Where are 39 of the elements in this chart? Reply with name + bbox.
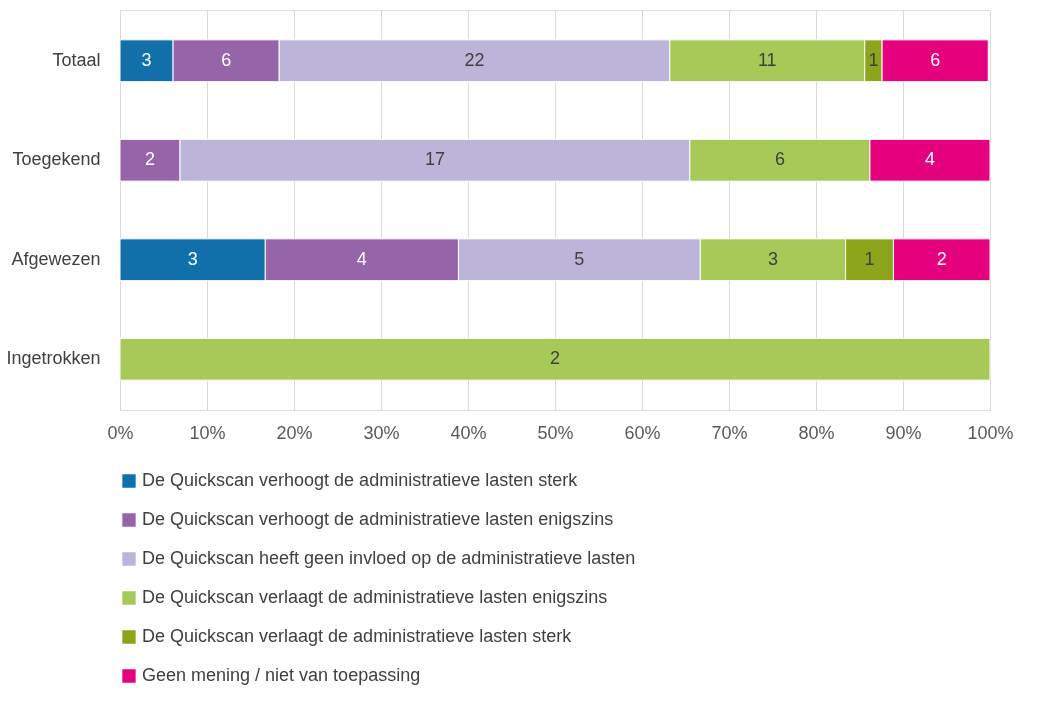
annotation: 17 [424,149,445,170]
x-tick-label: 80% [798,422,835,443]
annotation: 2 [936,248,947,269]
legend-label: De Quickscan verlaagt de administratieve lasten sterk [142,626,573,646]
annotation: 6 [930,49,941,70]
x-tick-label: 60% [624,422,661,443]
y-tick-label: Afgewezen [11,248,101,269]
x-tick-label: 40% [450,422,487,443]
x-tick-label: 50% [537,422,574,443]
x-tick-label: 0% [107,422,134,443]
annotation: 4 [356,248,367,269]
annotation: 4 [924,149,935,170]
x-tick-label: 10% [189,422,226,443]
x-tick-label: 20% [276,422,313,443]
annotation: 1 [868,49,879,70]
annotation: 11 [757,49,777,70]
annotation: 1 [864,248,875,269]
legend-label: De Quickscan verlaagt de administratieve lasten enigszins [142,587,608,607]
legend-label: Geen mening / niet van toepassing [142,665,421,685]
annotation: 3 [187,248,198,269]
legend-label: De Quickscan verhoogt de administratieve lasten enigszins [142,509,614,529]
x-tick-label: 70% [711,422,748,443]
bar [119,337,991,381]
annotation: 2 [145,149,156,170]
x-tick-label: 30% [363,422,400,443]
annotation: 6 [774,149,785,170]
y-tick-label: Totaal [52,49,101,70]
legend-label: De Quickscan heeft geen invloed op de administratieve lasten [142,548,636,568]
y-tick-label: Ingetrokken [6,348,101,369]
y-tick-label: Toegekend [12,149,101,170]
x-tick-label: 100% [967,422,1014,443]
annotation: 22 [464,49,485,70]
annotation: 3 [141,49,152,70]
x-tick-label: 90% [885,422,922,443]
annotation: 2 [549,348,561,369]
annotation: 3 [767,248,778,269]
legend-label: De Quickscan verhoogt de administratieve lasten sterk [142,470,579,490]
annotation: 6 [221,49,232,70]
annotation: 5 [574,248,585,269]
